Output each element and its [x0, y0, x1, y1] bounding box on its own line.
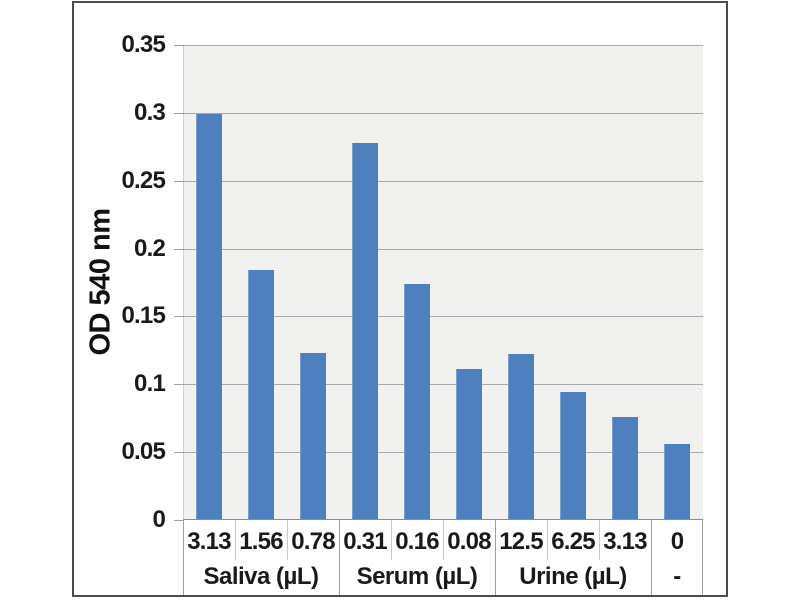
- category-label: 0.08: [447, 528, 491, 555]
- category-separator: [287, 520, 288, 560]
- y-axis-tick-label: 0.35: [121, 31, 165, 58]
- category-label: 12.5: [499, 528, 543, 555]
- gridline: [183, 45, 703, 46]
- bar: [560, 392, 586, 520]
- bar: [196, 114, 222, 520]
- group-label: Saliva (µL): [203, 563, 319, 590]
- category-separator: [547, 520, 548, 560]
- y-axis-tick-label: 0.3: [134, 99, 166, 126]
- category-label: 1.56: [239, 528, 283, 555]
- bar: [248, 270, 274, 520]
- group-label: Serum (µL): [356, 563, 478, 590]
- category-label: 0.16: [395, 528, 439, 555]
- bar: [612, 416, 638, 520]
- category-label: 0.78: [291, 528, 335, 555]
- gridline: [183, 316, 703, 317]
- plot-area: [183, 45, 703, 520]
- bar: [456, 369, 482, 520]
- category-label: 3.13: [187, 528, 231, 555]
- group-separator: [183, 520, 184, 595]
- bar: [664, 444, 690, 520]
- axis-tick: [174, 384, 184, 385]
- y-axis-tick-label: 0.1: [134, 370, 166, 397]
- category-separator: [443, 520, 444, 560]
- category-separator: [599, 520, 600, 560]
- axis-tick: [174, 113, 184, 114]
- group-label: -: [673, 563, 681, 590]
- bar: [300, 353, 326, 520]
- y-axis-tick-label: 0.05: [121, 438, 165, 465]
- bar: [404, 283, 430, 520]
- gridline: [183, 113, 703, 114]
- category-label: 3.13: [603, 528, 647, 555]
- y-axis-tick-label: 0.15: [121, 302, 165, 329]
- group-separator: [495, 520, 496, 595]
- gridline: [183, 384, 703, 385]
- bar: [508, 354, 534, 520]
- y-axis-line: [183, 45, 184, 520]
- y-axis-labels: 0.35 0.3 0.25 0.2 0.15 0.1 0.05 0: [74, 3, 165, 595]
- axis-tick: [174, 181, 184, 182]
- group-separator: [339, 520, 340, 595]
- axis-tick: [174, 520, 184, 521]
- axis-tick: [174, 249, 184, 250]
- axis-tick: [174, 316, 184, 317]
- x-axis-baseline: [183, 519, 703, 520]
- axis-tick: [174, 45, 184, 46]
- group-separator: [702, 520, 703, 595]
- chart-frame: OD 540 nm 0.35 0.3 0.25 0.2 0.15 0.1 0.05 0 3.1…: [72, 1, 728, 597]
- group-separator: [651, 520, 652, 595]
- category-separator: [235, 520, 236, 560]
- gridline: [183, 249, 703, 250]
- bar: [352, 142, 378, 520]
- group-label: Urine (µL): [519, 563, 627, 590]
- gridline: [183, 181, 703, 182]
- gridline: [183, 452, 703, 453]
- y-axis-tick-label: 0: [152, 506, 165, 533]
- category-label: 0: [670, 528, 684, 555]
- category-label: 6.25: [551, 528, 595, 555]
- axis-tick: [174, 452, 184, 453]
- category-separator: [391, 520, 392, 560]
- x-axis-table: 3.13 1.56 0.78 Saliva (µL) 0.31 0.16 0.08 Serum…: [183, 520, 703, 595]
- category-label: 0.31: [343, 528, 387, 555]
- y-axis-tick-label: 0.25: [121, 167, 165, 194]
- y-axis-tick-label: 0.2: [134, 235, 166, 262]
